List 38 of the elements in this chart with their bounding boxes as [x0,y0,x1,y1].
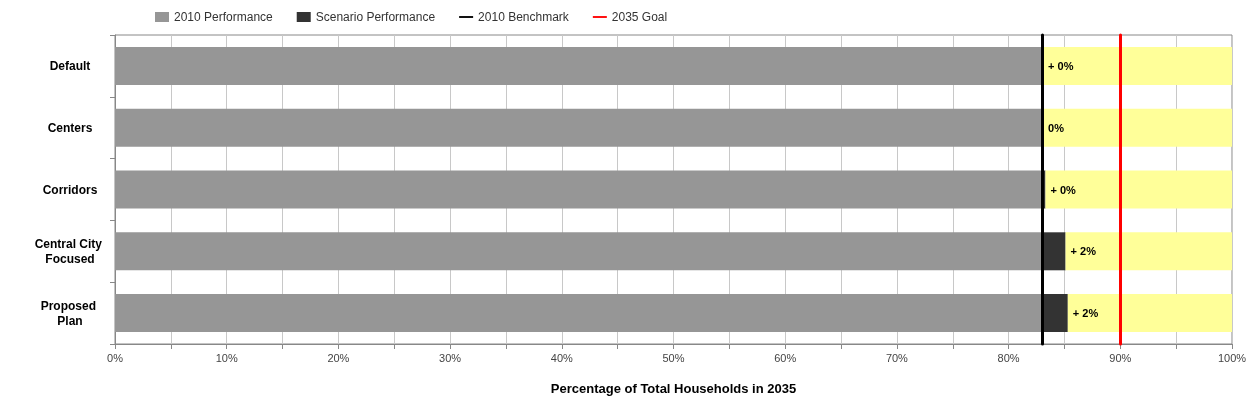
x-axis-title: Percentage of Total Households in 2035 [550,381,797,396]
y-tick-label: Centers [47,120,93,135]
x-tick-label: 30% [439,351,462,364]
bar [115,232,1043,271]
x-tick-label: 0% [107,351,124,364]
legend-label: 2010 Benchmark [478,10,570,24]
x-tick-label: 50% [662,351,685,364]
y-tick-label: Proposed Plan [40,298,100,328]
bar [115,294,1043,333]
bar [115,170,1043,209]
bar [1065,232,1232,271]
data-label: + 0% [1050,183,1077,196]
x-tick-label: 100% [1217,351,1247,364]
x-tick-label: 70% [885,351,909,364]
y-tick-label: Central City Focused [34,236,106,266]
x-tick-label: 60% [774,351,797,364]
bar [1042,232,1066,271]
x-tick-label: 90% [1109,351,1132,364]
x-tick-label: 40% [550,351,574,364]
legend-label: Scenario Performance [315,10,436,24]
y-tick-label: Default [49,58,91,73]
legend-label: 2010 Performance [174,10,274,24]
bar [115,108,1043,147]
bar [1045,170,1232,209]
x-tick-label: 20% [327,351,350,364]
bar [115,46,1043,85]
data-label: 0% [1048,121,1065,134]
x-tick-label: 80% [997,351,1020,364]
bar [1042,108,1232,147]
bar [1042,46,1232,85]
data-label: + 0% [1048,59,1074,72]
legend-label: 2035 Goal [611,10,668,24]
data-label: + 2% [1070,245,1097,258]
data-label: + 2% [1072,307,1099,320]
y-tick-label: Corridors [42,182,98,197]
bar [1042,294,1068,333]
bar [1067,294,1232,333]
x-tick-label: 10% [215,351,238,364]
